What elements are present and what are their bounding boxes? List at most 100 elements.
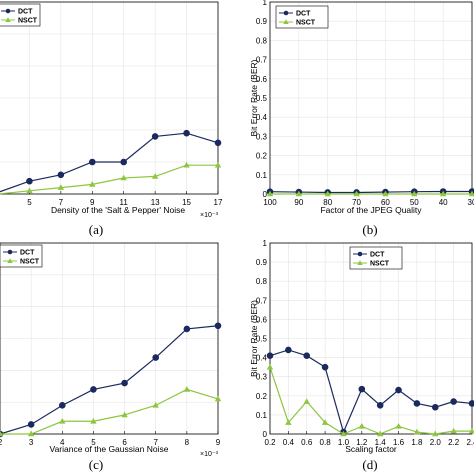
y-tick-label: 0 <box>263 430 268 439</box>
x-tick-label: 1.6 <box>393 438 405 447</box>
data-point-nsct <box>353 190 360 197</box>
x-tick-label: 8 <box>185 438 190 447</box>
y-tick-label: 1 <box>263 0 268 7</box>
legend-marker-dct <box>283 10 289 16</box>
x-tick-label: 7 <box>59 198 64 207</box>
data-point-dct <box>183 325 191 333</box>
series-line-nsct <box>0 388 219 435</box>
y-tick-label: 0 <box>263 190 268 199</box>
data-point-nsct <box>376 430 384 437</box>
data-point-dct <box>413 400 421 407</box>
legend-marker-nsct <box>5 17 11 22</box>
x-tick-label: 15 <box>182 198 191 207</box>
legend-marker-nsct <box>357 260 363 265</box>
x-tick-label: 0.6 <box>301 438 313 447</box>
subfigure-label: (d) <box>362 457 377 472</box>
x-tick-label: 7 <box>153 438 158 447</box>
x-tick-label: 13 <box>151 198 160 207</box>
data-point-dct <box>376 402 384 409</box>
x-tick-label: 0.8 <box>320 438 332 447</box>
x-tick-label: 80 <box>323 198 332 207</box>
x-axis-exponent: ×10⁻³ <box>200 451 219 458</box>
y-tick-label: 0.8 <box>256 277 268 286</box>
data-point-nsct <box>439 190 447 197</box>
data-point-nsct <box>321 419 329 425</box>
data-point-dct <box>358 385 366 393</box>
x-tick-label: 3 <box>29 438 34 447</box>
data-point-nsct <box>183 386 191 392</box>
x-tick-label: 9 <box>90 198 95 207</box>
chart-panel-2: 100 90 80 70 60 50 40 30 0 0.1 0.2 0.3 0.4 0.5 0.6 0.7 0… <box>249 0 474 237</box>
data-point-nsct <box>266 363 274 370</box>
plot-frame <box>269 242 473 435</box>
series-line-dct <box>269 349 473 434</box>
y-tick-label: 0.9 <box>256 258 268 267</box>
data-point-dct <box>395 386 402 394</box>
legend-marker-nsct <box>7 258 13 263</box>
data-point-dct <box>321 363 329 371</box>
data-point-nsct <box>382 190 389 197</box>
legend-marker-dct <box>5 8 11 14</box>
y-tick-label: 0.2 <box>256 152 268 161</box>
data-point-nsct <box>266 190 274 197</box>
series-line-nsct <box>269 366 472 435</box>
data-point-dct <box>27 421 35 428</box>
subfigure-label: (c) <box>89 457 103 472</box>
x-tick-label: 40 <box>439 198 448 207</box>
data-point-dct <box>214 139 222 147</box>
x-tick-label: 100 <box>263 198 277 207</box>
legend-label-dct: DCT <box>296 11 311 18</box>
y-tick-label: 0.9 <box>256 17 268 26</box>
data-point-dct <box>450 398 457 405</box>
data-point-nsct <box>413 428 421 435</box>
data-point-nsct <box>324 190 331 197</box>
y-axis-label: Bit Error Rate (BER) <box>249 300 259 377</box>
subfigure-label: (a) <box>89 222 103 237</box>
y-tick-label: 0.2 <box>256 392 268 401</box>
y-tick-label: 0.1 <box>256 171 268 180</box>
x-axis-label: Density of the 'Salt & Pepper' Noise <box>51 205 185 215</box>
data-point-dct <box>266 352 274 359</box>
data-point-dct <box>26 177 33 185</box>
y-tick-label: 0.6 <box>256 315 268 324</box>
data-point-nsct <box>57 184 65 190</box>
x-tick-label: 0.2 <box>264 438 276 447</box>
data-point-dct <box>183 129 190 137</box>
y-tick-label: 0.8 <box>256 36 268 45</box>
data-point-nsct <box>121 411 128 418</box>
data-point-dct <box>152 354 160 361</box>
data-point-nsct <box>89 181 96 187</box>
y-tick-label: 0.7 <box>256 296 268 305</box>
data-point-dct <box>285 346 292 354</box>
x-axis-label: Variance of the Gaussian Noise <box>50 444 169 454</box>
data-point-dct <box>57 171 65 179</box>
x-tick-label: 2 <box>0 438 3 447</box>
data-point-nsct <box>59 417 66 424</box>
data-point-nsct <box>468 190 474 197</box>
x-tick-label: 5 <box>91 438 96 447</box>
y-tick-label: 1 <box>263 239 268 248</box>
plot-frame <box>0 1 219 195</box>
y-tick-label: 0.4 <box>256 113 268 122</box>
x-tick-label: 60 <box>381 198 390 207</box>
series-line-nsct <box>0 164 218 195</box>
data-point-nsct <box>411 190 418 197</box>
legend-marker-nsct <box>283 19 289 24</box>
x-tick-label: 30 <box>468 198 474 207</box>
data-point-nsct <box>295 190 303 197</box>
series-line-dct <box>0 132 219 193</box>
x-tick-label: 1.2 <box>356 438 368 447</box>
data-point-dct <box>214 322 222 330</box>
data-point-nsct <box>468 427 474 434</box>
y-tick-label: 0.3 <box>256 373 268 382</box>
x-tick-label: 90 <box>294 198 303 207</box>
y-tick-label: 0.6 <box>256 75 268 84</box>
y-tick-label: 0.5 <box>256 94 268 103</box>
data-point-nsct <box>285 419 292 425</box>
legend-label-dct: DCT <box>370 252 385 259</box>
legend-label-dct: DCT <box>20 250 35 257</box>
series-line-dct <box>0 325 219 435</box>
x-tick-label: 1.0 <box>338 438 350 447</box>
data-point-dct <box>431 403 439 411</box>
